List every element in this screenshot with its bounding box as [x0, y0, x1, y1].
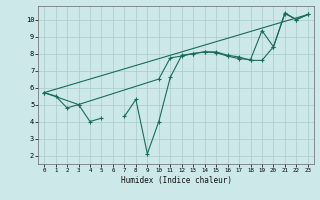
X-axis label: Humidex (Indice chaleur): Humidex (Indice chaleur) — [121, 176, 231, 185]
